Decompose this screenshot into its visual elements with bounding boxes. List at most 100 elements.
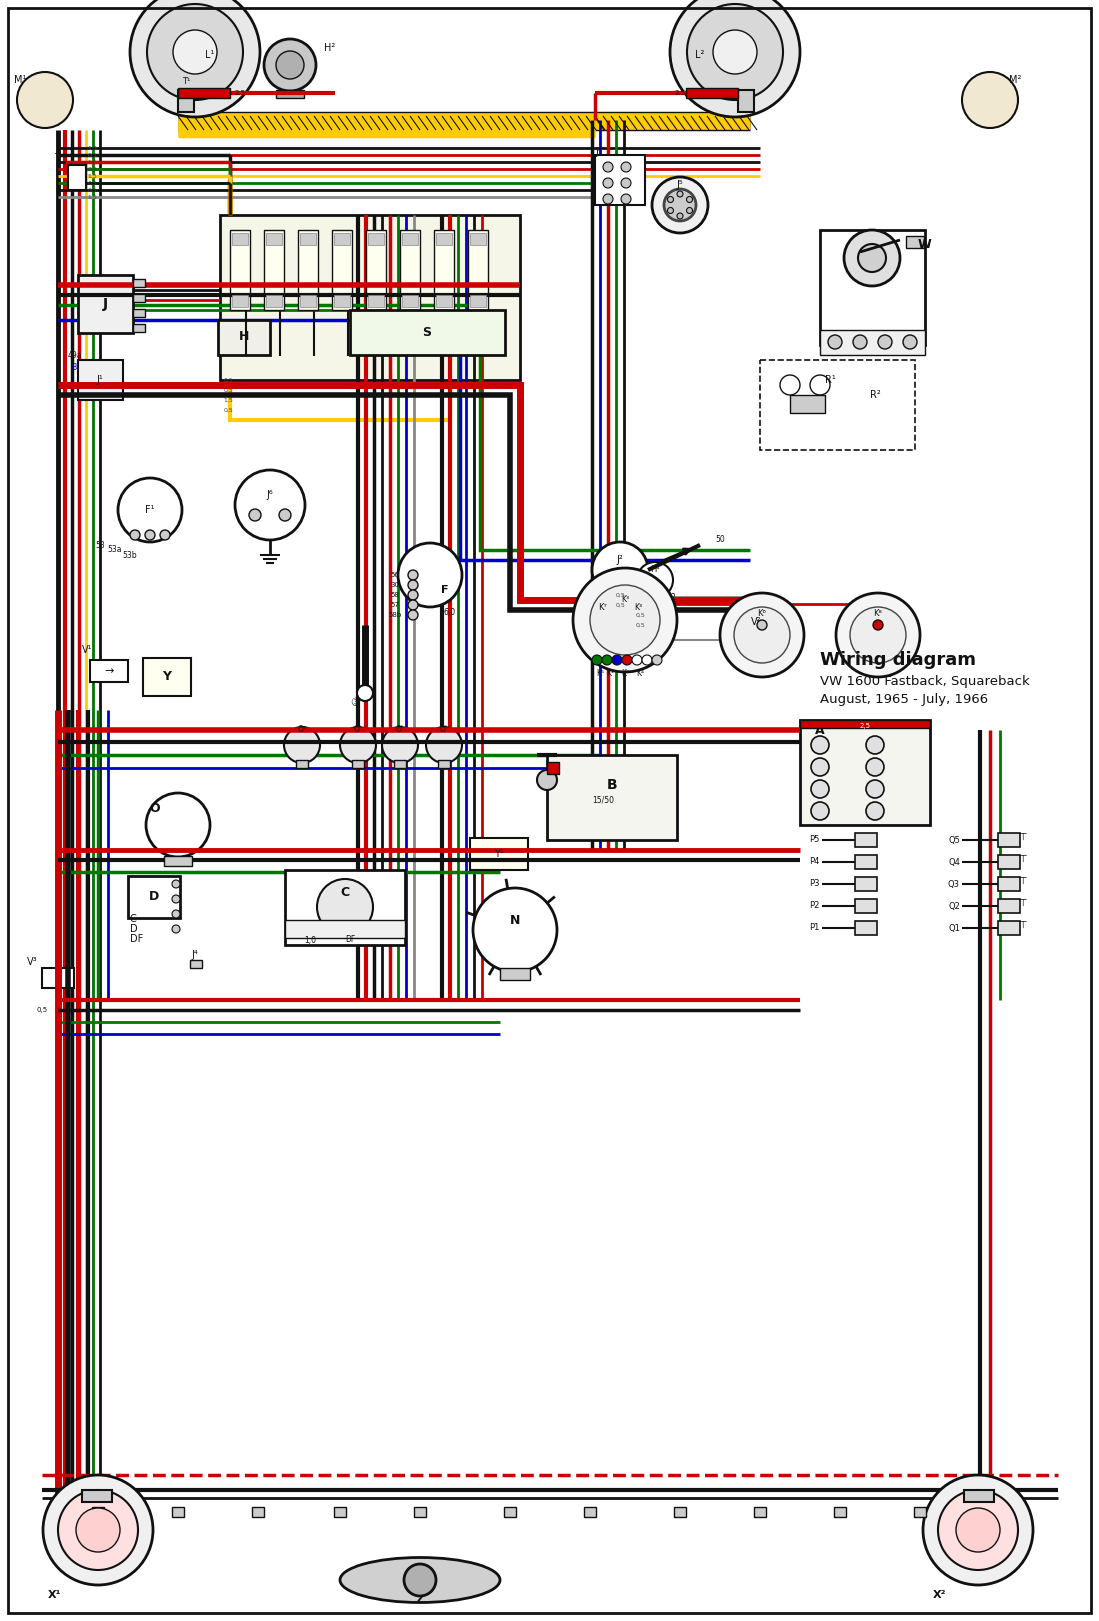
Text: H: H xyxy=(238,331,249,344)
Circle shape xyxy=(603,178,613,188)
Circle shape xyxy=(592,541,648,598)
Text: 56: 56 xyxy=(390,572,399,579)
Text: 0,5: 0,5 xyxy=(87,180,97,185)
Bar xyxy=(276,91,304,97)
Bar xyxy=(68,165,86,190)
Text: T¹: T¹ xyxy=(54,154,63,162)
Circle shape xyxy=(664,190,696,220)
Bar xyxy=(368,295,384,306)
Text: R²: R² xyxy=(869,391,880,400)
Circle shape xyxy=(621,178,631,188)
Text: 1,0: 1,0 xyxy=(87,146,97,151)
Text: 50: 50 xyxy=(715,535,725,545)
Bar xyxy=(332,230,352,310)
Text: 56b 56a: 56b 56a xyxy=(190,91,219,96)
Text: 58b: 58b xyxy=(388,613,401,618)
Bar xyxy=(90,660,127,682)
Circle shape xyxy=(537,770,557,789)
Bar xyxy=(674,1508,686,1517)
Circle shape xyxy=(844,230,900,285)
Bar xyxy=(998,900,1020,913)
Bar xyxy=(78,276,133,332)
Circle shape xyxy=(923,1475,1033,1585)
Bar xyxy=(855,833,877,848)
Text: B: B xyxy=(607,778,618,793)
Bar xyxy=(820,331,925,355)
Bar xyxy=(133,279,145,287)
Bar xyxy=(742,632,770,650)
Text: P3: P3 xyxy=(810,880,820,888)
Circle shape xyxy=(713,31,757,75)
Text: 1,5: 1,5 xyxy=(87,159,97,164)
Bar xyxy=(998,877,1020,892)
Text: ⊤: ⊤ xyxy=(1018,875,1026,887)
Bar xyxy=(439,760,449,768)
Bar xyxy=(266,233,282,245)
Text: →: → xyxy=(104,666,113,676)
Bar xyxy=(468,230,488,310)
Text: J³: J³ xyxy=(595,148,602,157)
Text: 0,5: 0,5 xyxy=(223,387,233,392)
Text: Q4: Q4 xyxy=(948,858,961,867)
Circle shape xyxy=(404,1564,436,1597)
Bar xyxy=(964,1490,993,1503)
Circle shape xyxy=(249,509,260,520)
Circle shape xyxy=(279,509,291,520)
Bar xyxy=(127,875,180,917)
Bar xyxy=(133,324,145,332)
Circle shape xyxy=(811,780,829,798)
Circle shape xyxy=(687,3,782,101)
Circle shape xyxy=(590,585,660,655)
Bar xyxy=(349,310,506,355)
Text: Q2: Q2 xyxy=(948,901,961,911)
Circle shape xyxy=(603,162,613,172)
Circle shape xyxy=(621,162,631,172)
Circle shape xyxy=(317,879,373,935)
Circle shape xyxy=(145,530,155,540)
Bar xyxy=(264,230,284,310)
Text: F: F xyxy=(442,585,448,595)
Bar xyxy=(402,295,418,306)
Text: ⊤: ⊤ xyxy=(1018,921,1026,930)
Circle shape xyxy=(866,780,884,798)
Bar xyxy=(300,295,317,306)
Bar xyxy=(470,838,528,870)
Text: H¹: H¹ xyxy=(651,566,659,574)
Circle shape xyxy=(667,207,674,214)
Text: 58: 58 xyxy=(390,592,399,598)
Text: 0,5: 0,5 xyxy=(223,407,233,412)
Text: ③: ③ xyxy=(349,699,360,708)
Text: C: C xyxy=(341,887,349,900)
Text: 6,0: 6,0 xyxy=(444,608,456,616)
Text: 53b: 53b xyxy=(123,551,137,559)
Circle shape xyxy=(939,1490,1018,1571)
Bar xyxy=(285,870,406,945)
Text: 15/50: 15/50 xyxy=(592,796,614,804)
Bar xyxy=(906,237,924,248)
Text: P1: P1 xyxy=(810,924,820,932)
Bar xyxy=(82,1490,112,1503)
Circle shape xyxy=(76,1508,120,1551)
Circle shape xyxy=(850,606,906,663)
Text: 49a: 49a xyxy=(68,352,82,360)
Bar xyxy=(754,1508,766,1517)
Bar xyxy=(92,1508,104,1517)
Circle shape xyxy=(687,207,692,214)
Bar xyxy=(352,760,364,768)
Bar xyxy=(133,310,145,318)
Text: 1,0: 1,0 xyxy=(304,935,317,945)
Circle shape xyxy=(637,562,673,598)
Circle shape xyxy=(408,600,418,609)
Bar xyxy=(285,921,406,939)
Text: ⊤: ⊤ xyxy=(1018,854,1026,864)
Circle shape xyxy=(408,590,418,600)
Circle shape xyxy=(642,655,652,665)
Text: 53: 53 xyxy=(96,540,104,550)
Circle shape xyxy=(836,593,920,678)
Text: X²: X² xyxy=(933,1590,946,1600)
Circle shape xyxy=(173,880,180,888)
Bar xyxy=(400,230,420,310)
Bar xyxy=(547,755,677,840)
Circle shape xyxy=(118,478,182,541)
Circle shape xyxy=(811,802,829,820)
